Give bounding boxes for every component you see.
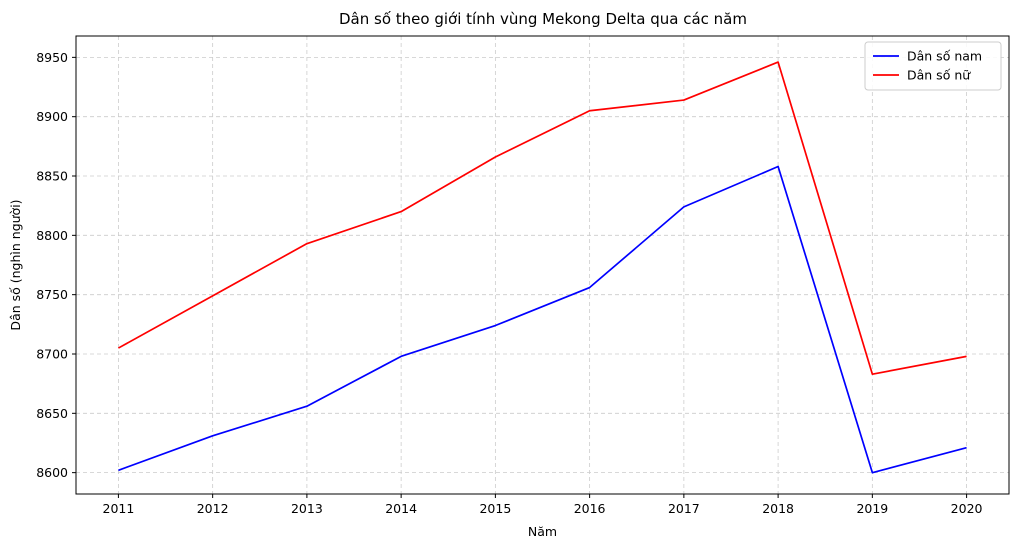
- y-tick-label: 8800: [36, 228, 68, 243]
- legend-label: Dân số nam: [907, 49, 982, 64]
- plot-frame: [75, 35, 1010, 495]
- x-tick-label: 2013: [291, 501, 323, 516]
- y-axis: 8600 8650 8700 8750 8800 8850 8900 8950: [36, 50, 76, 480]
- x-tick-label: 2018: [762, 501, 794, 516]
- x-tick-label: 2014: [385, 501, 417, 516]
- x-axis-label: Năm: [528, 524, 557, 539]
- x-tick-label: 2017: [668, 501, 700, 516]
- y-tick-label: 8700: [36, 346, 68, 361]
- chart-title: Dân số theo giới tính vùng Mekong Delta …: [339, 10, 747, 28]
- x-tick-label: 2016: [574, 501, 606, 516]
- series-layer: [117, 61, 967, 474]
- grid: [76, 36, 1009, 494]
- y-tick-label: 8650: [36, 406, 68, 421]
- series-line-1: [117, 61, 967, 376]
- x-tick-label: 2019: [856, 501, 888, 516]
- legend-box: [864, 41, 1002, 91]
- x-tick-label: 2015: [479, 501, 511, 516]
- x-tick-label: 2012: [197, 501, 229, 516]
- series-line-0: [118, 165, 967, 474]
- y-tick-label: 8900: [36, 109, 68, 124]
- x-tick-label: 2020: [951, 501, 983, 516]
- y-tick-label: 8950: [36, 50, 68, 65]
- y-axis-label: Dân số (nghìn người): [8, 199, 23, 330]
- y-tick-label: 8600: [36, 465, 68, 480]
- legend-label: Dân số nữ: [907, 68, 971, 83]
- y-tick-label: 8750: [36, 287, 68, 302]
- x-tick-label: 2011: [103, 501, 135, 516]
- y-tick-label: 8850: [36, 169, 68, 184]
- legend: Dân số nam Dân số nữ: [864, 41, 1002, 91]
- x-axis: 2011 2012 2013 2014 2015 2016 2017 2018 2019 2020: [103, 494, 983, 516]
